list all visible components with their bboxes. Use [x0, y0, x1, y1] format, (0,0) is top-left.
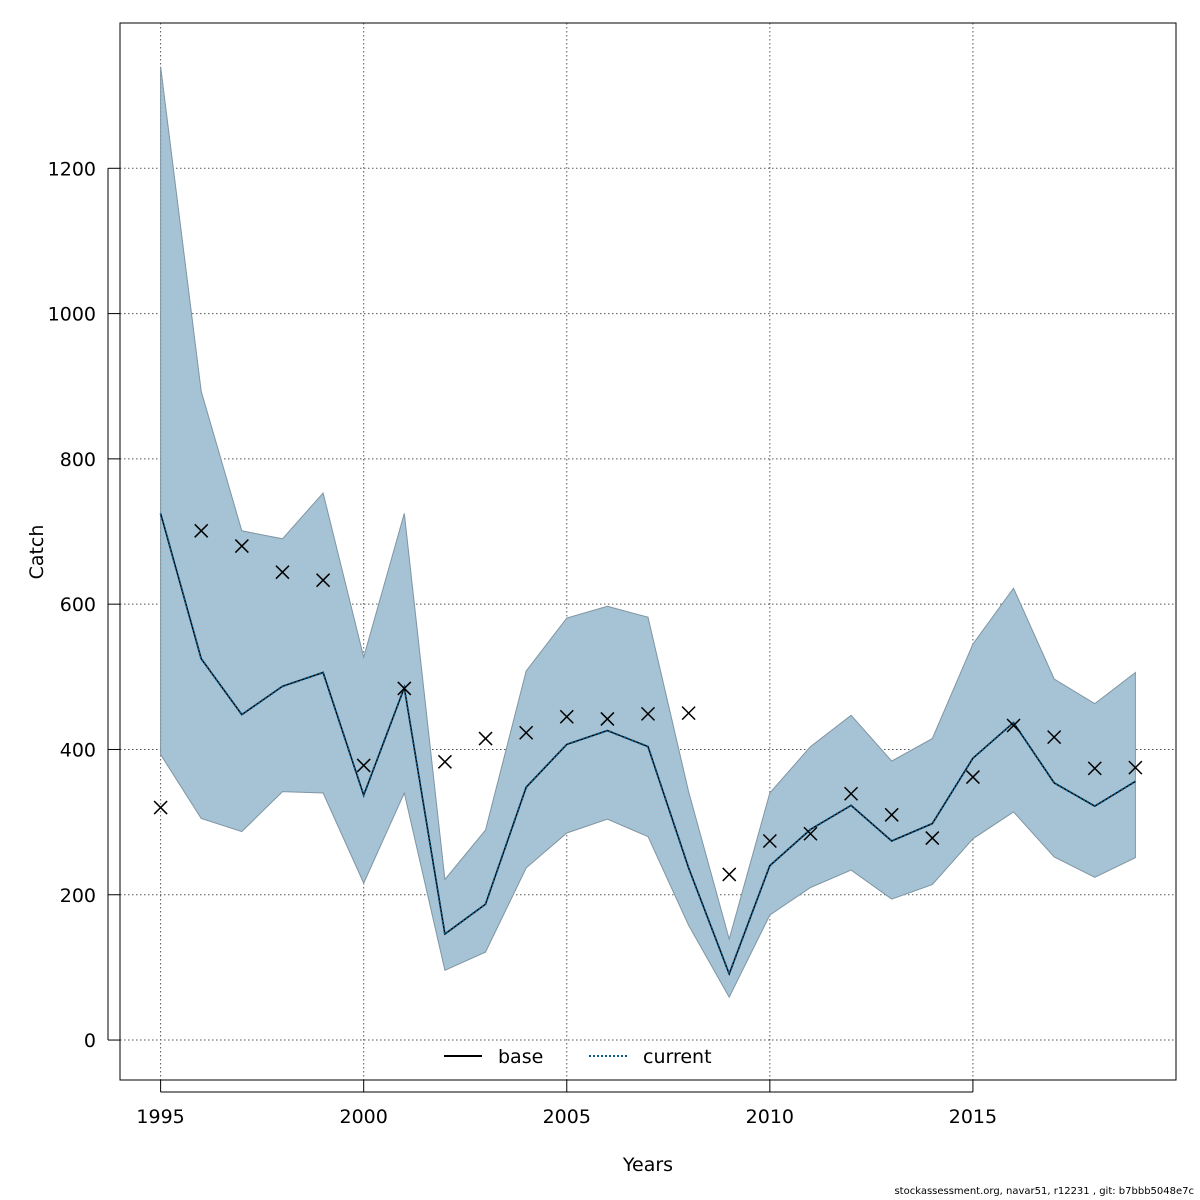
observed-point-2000	[356, 758, 371, 773]
observed-point-2013	[884, 807, 899, 822]
observed-point-2007	[640, 706, 656, 721]
plot-frame	[119, 22, 1177, 1081]
x-tick-label-1995: 1995	[136, 1106, 184, 1128]
observed-point-2019	[1128, 760, 1143, 775]
observed-point-2009	[722, 867, 737, 882]
series-lines	[159, 513, 1136, 977]
axes: 1995 2000 2005 2010 2015 0 200 400 600 800 1000 120…	[48, 158, 997, 1128]
legend: base current	[444, 1046, 712, 1068]
observed-point-1998	[275, 565, 290, 580]
y-tick-label-400: 400	[60, 739, 96, 761]
x-tick-label-2005: 2005	[543, 1106, 591, 1128]
observed-point-2016	[1006, 718, 1021, 733]
observed-point-2002	[437, 754, 452, 769]
observed-point-2017	[1047, 730, 1062, 745]
x-tick-label-2010: 2010	[746, 1106, 794, 1128]
observed-point-2014	[925, 831, 940, 846]
x-tick-label-2015: 2015	[949, 1106, 997, 1128]
observed-point-2012	[844, 786, 859, 801]
x-tick-label-2000: 2000	[340, 1106, 388, 1128]
observed-point-2003	[478, 731, 493, 746]
y-tick-label-0: 0	[84, 1030, 96, 1052]
x-axis-label: Years	[622, 1154, 673, 1176]
observed-point-1995	[153, 800, 168, 815]
observed-markers	[153, 523, 1143, 882]
legend-label-base: base	[498, 1046, 543, 1068]
observed-point-2015	[965, 770, 980, 785]
y-tick-label-1200: 1200	[48, 158, 96, 180]
series-line-current	[159, 513, 1136, 977]
confidence-band	[160, 66, 1136, 999]
confidence-band-area	[160, 66, 1136, 999]
observed-point-2011	[803, 826, 818, 841]
observed-point-2006	[600, 711, 615, 726]
footer-credit: stockassessment.org, navar51, r12231 , g…	[894, 1186, 1194, 1197]
observed-point-1997	[234, 539, 249, 554]
y-axis-label: Catch	[26, 525, 48, 580]
observed-point-2001	[397, 681, 412, 696]
observed-point-2018	[1087, 761, 1102, 776]
legend-label-current: current	[643, 1046, 712, 1068]
observed-point-1999	[316, 573, 331, 588]
observed-point-2005	[559, 709, 574, 724]
observed-point-1996	[194, 523, 209, 538]
y-tick-label-1000: 1000	[48, 304, 96, 326]
y-tick-label-600: 600	[60, 594, 96, 616]
y-tick-label-800: 800	[60, 449, 96, 471]
grid-lines	[120, 23, 1176, 1080]
y-tick-label-200: 200	[60, 885, 96, 907]
observed-point-2008	[681, 706, 696, 721]
observed-point-2010	[762, 833, 777, 849]
observed-point-2004	[519, 725, 534, 740]
